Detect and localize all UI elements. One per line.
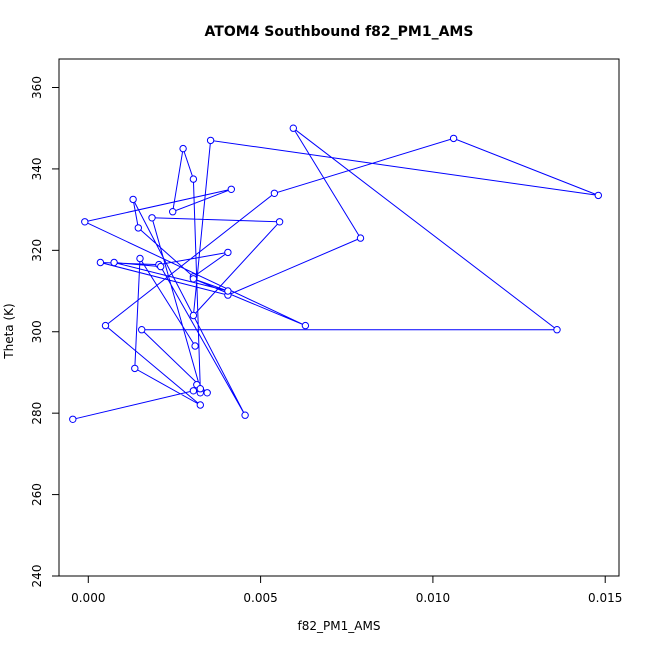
data-point (136, 254, 144, 263)
chart-title: ATOM4 Southbound f82_PM1_AMS (205, 24, 474, 40)
data-point (191, 342, 199, 350)
data-point (148, 214, 156, 222)
data-point (134, 224, 143, 232)
data-point (101, 321, 110, 330)
data-point (449, 134, 458, 143)
plot-frame (58, 58, 620, 577)
y-tick-label: 340 (30, 157, 44, 180)
data-point (203, 389, 211, 397)
data-series (69, 124, 602, 423)
y-tick-label: 280 (30, 402, 44, 425)
data-point (179, 144, 187, 153)
data-point (129, 195, 137, 204)
data-point (241, 411, 249, 419)
data-point (69, 415, 77, 423)
data-point (169, 208, 177, 216)
data-point (110, 258, 118, 267)
data-point (189, 311, 198, 320)
data-point (289, 124, 297, 132)
y-axis-label: Theta (K) (2, 303, 16, 359)
y-tick-label: 300 (30, 320, 44, 343)
data-point (356, 234, 365, 242)
data-point (227, 185, 236, 194)
data-point (81, 218, 89, 226)
series-line (72, 127, 599, 420)
data-point (196, 401, 205, 409)
data-point (275, 218, 284, 226)
data-point (553, 326, 561, 334)
data-point (301, 321, 310, 330)
data-point (189, 175, 198, 183)
data-point (196, 385, 205, 393)
data-point (594, 191, 602, 200)
x-tick-label: 0.000 (71, 591, 105, 605)
data-point (138, 326, 146, 334)
data-point (157, 262, 165, 271)
data-point (224, 287, 232, 295)
y-tick-label: 240 (30, 565, 44, 588)
x-axis-label: f82_PM1_AMS (298, 619, 381, 633)
data-point (131, 364, 139, 373)
data-point (224, 248, 232, 257)
y-tick-label: 260 (30, 483, 44, 506)
x-tick-label: 0.015 (588, 591, 622, 605)
data-point (189, 275, 198, 283)
data-point (206, 136, 215, 145)
x-tick-label: 0.010 (416, 591, 450, 605)
data-point (96, 258, 105, 267)
data-point (270, 189, 279, 198)
data-point (189, 387, 198, 395)
x-tick-label: 0.005 (243, 591, 277, 605)
y-tick-label: 360 (30, 76, 44, 99)
axes: 0.000 0.005 0.010 0.015 240 260 280 300 320 340 36… (30, 58, 622, 605)
y-tick-label: 320 (30, 239, 44, 262)
